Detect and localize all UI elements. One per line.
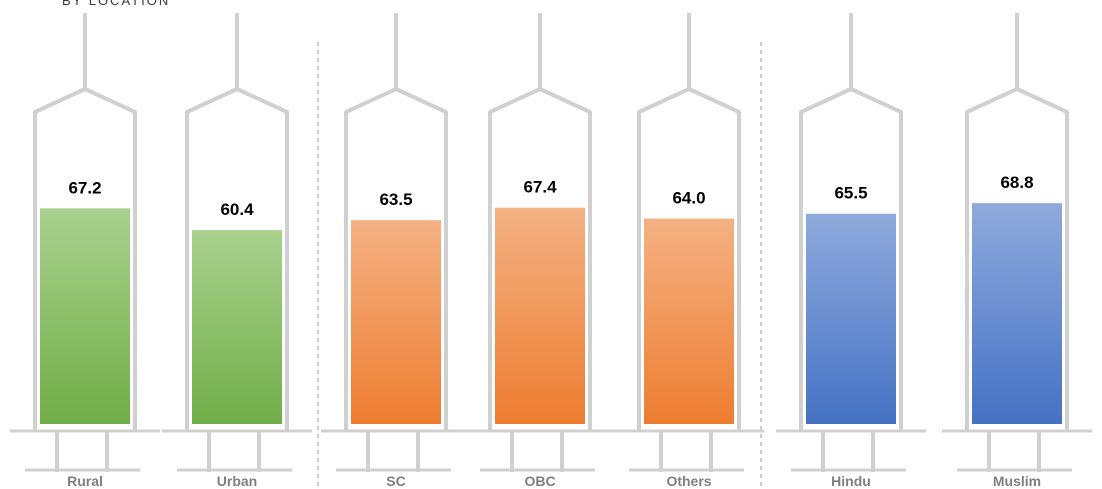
syringe-rural: 67.2 Rural	[10, 13, 160, 489]
bar-hindu	[806, 213, 896, 424]
bar-rural	[40, 208, 130, 424]
value-label-sc: 63.5	[379, 190, 412, 209]
syringes: 67.2 Rural 60.4 Urban 63.5 SC 67.4 OBC 64.0 Other…	[10, 13, 1092, 489]
bar-muslim	[972, 203, 1062, 424]
syringe-hindu: 65.5 Hindu	[776, 13, 926, 489]
bar-others	[644, 218, 734, 424]
group-dividers	[317, 42, 762, 489]
category-label-obc: OBC	[524, 473, 555, 489]
syringe-muslim: 68.8 Muslim	[942, 13, 1092, 489]
category-label-hindu: Hindu	[831, 473, 871, 489]
category-label-others: Others	[666, 473, 711, 489]
category-label-urban: Urban	[217, 473, 257, 489]
category-label-sc: SC	[386, 473, 405, 489]
syringe-obc: 67.4 OBC	[465, 13, 615, 489]
bar-sc	[351, 220, 441, 424]
syringe-sc: 63.5 SC	[321, 13, 471, 489]
bar-obc	[495, 207, 585, 424]
bar-urban	[192, 230, 282, 424]
value-label-hindu: 65.5	[834, 184, 867, 203]
top-caption: BY LOCATION	[62, 0, 170, 8]
value-label-muslim: 68.8	[1000, 173, 1033, 192]
value-label-urban: 60.4	[220, 200, 254, 219]
value-label-rural: 67.2	[68, 178, 101, 197]
syringe-urban: 60.4 Urban	[162, 13, 312, 489]
syringe-others: 64.0 Others	[614, 13, 764, 489]
value-label-others: 64.0	[672, 189, 705, 208]
category-label-muslim: Muslim	[993, 473, 1041, 489]
category-label-rural: Rural	[67, 473, 103, 489]
value-label-obc: 67.4	[523, 178, 557, 197]
